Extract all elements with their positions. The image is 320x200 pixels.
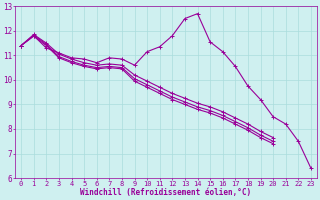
X-axis label: Windchill (Refroidissement éolien,°C): Windchill (Refroidissement éolien,°C) bbox=[80, 188, 252, 197]
